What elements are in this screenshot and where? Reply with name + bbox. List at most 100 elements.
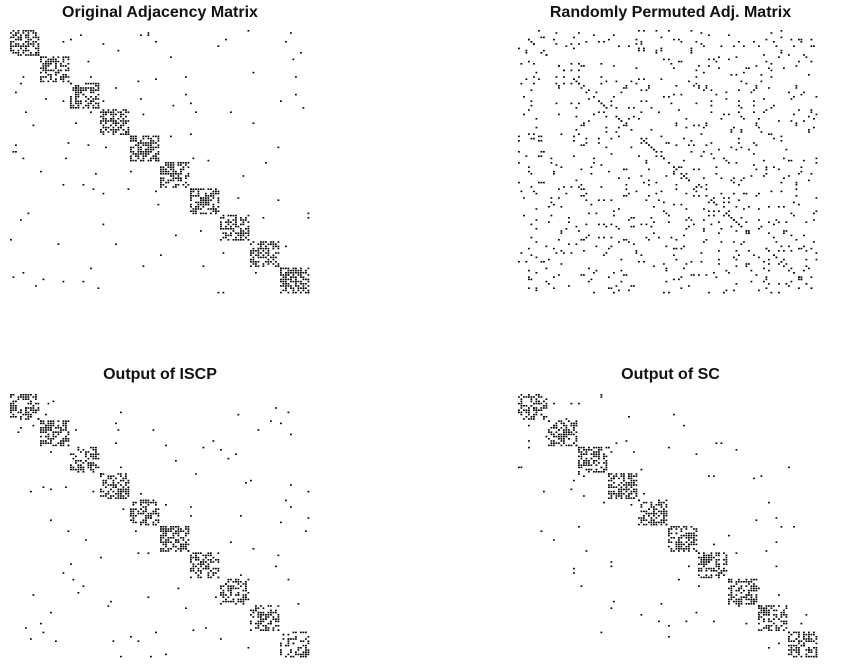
matrix-entry (95, 455, 97, 458)
matrix-entry (40, 58, 42, 61)
matrix-entry (713, 201, 715, 204)
matrix-entry (147, 512, 150, 515)
matrix-entry (785, 620, 788, 623)
matrix-entry (222, 589, 225, 592)
matrix-entry (813, 118, 815, 120)
matrix-entry (57, 60, 60, 63)
matrix-entry (257, 607, 260, 609)
matrix-entry (553, 444, 555, 447)
matrix-entry (27, 398, 30, 400)
matrix-entry (800, 41, 803, 43)
matrix-entry (17, 398, 20, 400)
matrix-entry (798, 173, 800, 175)
matrix-entry (675, 144, 678, 146)
matrix-entry (30, 490, 32, 493)
matrix-entry (598, 236, 600, 239)
matrix-entry (135, 155, 137, 157)
matrix-entry (295, 269, 297, 272)
matrix-entry (265, 629, 267, 631)
matrix-entry (640, 521, 643, 524)
matrix-entry (705, 195, 708, 197)
matrix-entry (795, 649, 798, 651)
matrix-entry (703, 230, 705, 232)
matrix-entry (670, 102, 673, 105)
matrix-entry (698, 556, 700, 559)
matrix-entry (680, 60, 683, 63)
matrix-entry (788, 631, 790, 634)
matrix-entry (660, 504, 663, 506)
matrix-entry (112, 482, 115, 484)
matrix-entry (147, 153, 150, 155)
matrix-entry (755, 85, 758, 87)
matrix-entry (45, 60, 47, 63)
matrix-entry (553, 287, 555, 289)
matrix-entry (255, 627, 257, 629)
matrix-entry (140, 159, 142, 162)
matrix-entry (160, 254, 162, 256)
matrix-entry (788, 649, 790, 651)
matrix-entry (70, 96, 72, 98)
matrix-entry (745, 603, 748, 605)
matrix-entry (808, 115, 810, 118)
matrix-entry (605, 462, 608, 464)
matrix-entry (790, 649, 793, 651)
matrix-entry (560, 438, 563, 440)
matrix-entry (165, 528, 167, 530)
matrix-entry (730, 589, 733, 592)
matrix-entry (110, 497, 112, 499)
matrix-entry (285, 289, 287, 292)
matrix-entry (212, 574, 215, 576)
matrix-entry (798, 631, 800, 634)
matrix-entry (62, 572, 65, 574)
matrix-entry (122, 490, 125, 493)
matrix-entry (60, 427, 62, 429)
matrix-entry (237, 583, 240, 585)
matrix-entry (180, 550, 182, 552)
matrix-entry (740, 179, 743, 182)
matrix-entry (75, 460, 77, 462)
matrix-entry (680, 534, 683, 537)
matrix-entry (668, 214, 670, 217)
matrix-entry (743, 192, 745, 195)
matrix-entry (175, 526, 177, 528)
matrix-entry (785, 283, 788, 285)
matrix-entry (215, 559, 217, 561)
matrix-entry (705, 574, 708, 576)
matrix-entry (755, 585, 758, 587)
matrix-entry (107, 126, 110, 129)
matrix-entry (190, 192, 192, 195)
matrix-entry (305, 651, 307, 653)
matrix-entry (117, 49, 120, 52)
matrix-entry (57, 433, 60, 436)
matrix-entry (755, 600, 758, 603)
matrix-entry (793, 201, 795, 204)
matrix-entry (690, 47, 693, 50)
matrix-entry (705, 188, 708, 190)
matrix-entry (245, 219, 247, 221)
matrix-entry (52, 56, 55, 58)
matrix-entry (245, 589, 247, 592)
matrix-entry (40, 78, 42, 80)
matrix-entry (92, 104, 95, 107)
matrix-entry (65, 427, 67, 429)
matrix-entry (225, 38, 227, 41)
matrix-entry (160, 186, 162, 188)
matrix-entry (590, 173, 593, 175)
matrix-entry (665, 504, 668, 506)
matrix-entry (287, 283, 290, 285)
matrix-entry (770, 629, 773, 631)
matrix-entry (770, 63, 773, 65)
matrix-entry (658, 504, 660, 506)
matrix-entry (90, 82, 92, 85)
matrix-entry (530, 41, 533, 43)
matrix-entry (145, 155, 147, 157)
matrix-entry (10, 49, 12, 52)
matrix-entry (803, 245, 805, 248)
matrix-entry (555, 427, 558, 429)
matrix-entry (47, 65, 50, 67)
matrix-entry (778, 283, 780, 285)
matrix-entry (690, 541, 693, 543)
matrix-entry (755, 122, 758, 124)
matrix-entry (763, 54, 765, 56)
matrix-entry (267, 250, 270, 252)
